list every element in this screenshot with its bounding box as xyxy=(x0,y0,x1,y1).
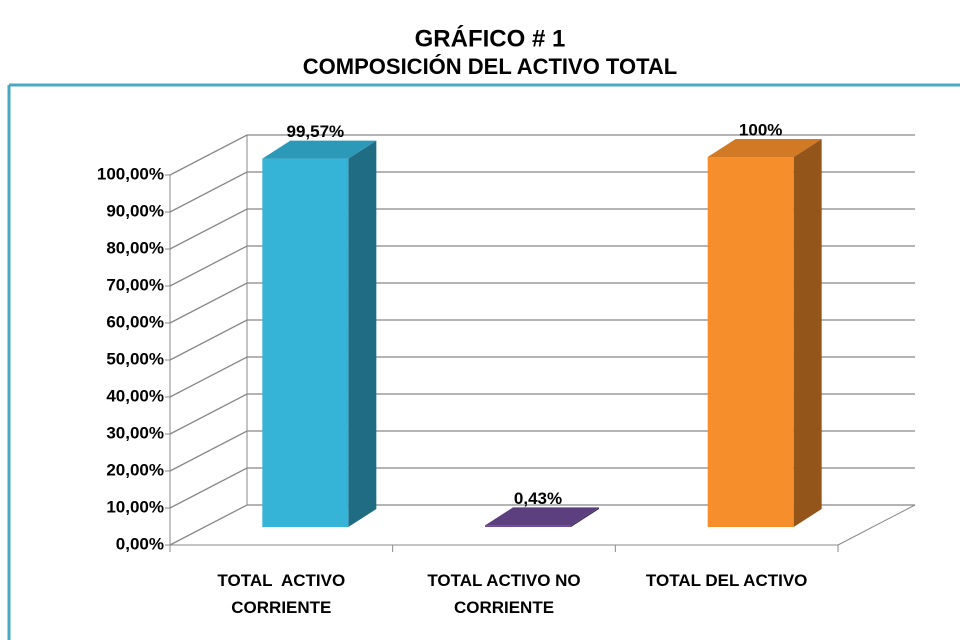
bar-top xyxy=(262,140,377,159)
y-tick-label: 40,00% xyxy=(106,386,164,405)
grid-line xyxy=(169,467,915,509)
grid-line xyxy=(169,393,915,435)
value-label: 100% xyxy=(739,120,782,139)
value-label: 99,57% xyxy=(286,122,344,141)
y-tick-label: 80,00% xyxy=(106,238,164,257)
bar-side xyxy=(348,140,377,527)
bar-front xyxy=(262,158,349,527)
chart-subtitle: COMPOSICIÓN DEL ACTIVO TOTAL xyxy=(303,54,677,79)
y-tick-label: 50,00% xyxy=(106,349,164,368)
value-label: 0,43% xyxy=(514,489,562,508)
y-tick-label: 10,00% xyxy=(106,497,164,516)
y-tick-label: 70,00% xyxy=(106,275,164,294)
y-tick-label: 30,00% xyxy=(106,423,164,442)
bar-front xyxy=(485,525,571,527)
bar-top xyxy=(485,507,599,526)
y-tick-label: 90,00% xyxy=(106,201,164,220)
y-tick-label: 100,00% xyxy=(97,164,164,183)
grid-line xyxy=(169,171,915,213)
y-tick-label: 60,00% xyxy=(106,312,164,331)
grid-line xyxy=(169,134,915,176)
grid-line xyxy=(169,208,915,250)
grid-line xyxy=(169,319,915,361)
grid-line xyxy=(169,245,915,287)
grid-line xyxy=(169,430,915,472)
x-tick-label: TOTAL DEL ACTIVO xyxy=(645,571,808,590)
y-tick-label: 0,00% xyxy=(116,534,164,553)
x-tick-label: TOTAL ACTIVO CORRIENTE xyxy=(217,571,350,617)
bar-top xyxy=(707,139,822,157)
grid-line xyxy=(169,504,915,546)
bar-front xyxy=(707,157,794,527)
bar-side xyxy=(571,507,599,527)
grid-line xyxy=(169,282,915,324)
x-tick-label: TOTAL ACTIVO NO CORRIENTE xyxy=(427,571,586,617)
chart-title: GRÁFICO # 1 xyxy=(415,24,566,52)
y-tick-label: 20,00% xyxy=(106,460,164,479)
bar-side xyxy=(793,139,822,527)
floor-right xyxy=(837,504,916,546)
grid-line xyxy=(169,356,915,398)
